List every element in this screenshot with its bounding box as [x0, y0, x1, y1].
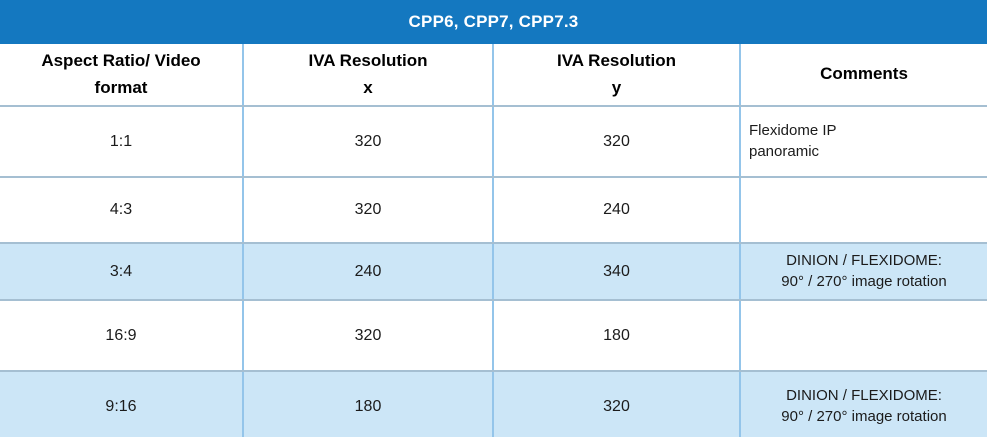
- comment-cell: [739, 300, 987, 372]
- column-header-comments: Comments: [739, 44, 987, 107]
- comment-cell: [739, 177, 987, 244]
- iva-y-cell: 340: [492, 243, 740, 301]
- iva-x-cell: 320: [242, 177, 493, 244]
- comment-cell: DINION / FLEXIDOME: 90° / 270° image rot…: [739, 371, 987, 437]
- aspect-ratio-cell: 4:3: [0, 177, 243, 244]
- table-row: 4:3 320 240: [0, 177, 987, 244]
- column-header-aspect-ratio: Aspect Ratio/ Video format: [0, 44, 243, 107]
- header-row: Aspect Ratio/ Video format IVA Resolutio…: [0, 44, 987, 107]
- comment-cell: DINION / FLEXIDOME: 90° / 270° image rot…: [739, 243, 987, 301]
- iva-y-cell: 320: [492, 106, 740, 178]
- aspect-ratio-cell: 9:16: [0, 371, 243, 437]
- table-row: 3:4 240 340 DINION / FLEXIDOME: 90° / 27…: [0, 243, 987, 301]
- iva-x-cell: 180: [242, 371, 493, 437]
- table-row: 16:9 320 180: [0, 300, 987, 372]
- table-row: 9:16 180 320 DINION / FLEXIDOME: 90° / 2…: [0, 371, 987, 437]
- table-row: 1:1 320 320 Flexidome IP panoramic: [0, 106, 987, 178]
- aspect-ratio-cell: 1:1: [0, 106, 243, 178]
- iva-y-cell: 180: [492, 300, 740, 372]
- iva-resolution-table: Aspect Ratio/ Video format IVA Resolutio…: [0, 44, 987, 437]
- iva-x-cell: 320: [242, 106, 493, 178]
- aspect-ratio-cell: 16:9: [0, 300, 243, 372]
- iva-y-cell: 320: [492, 371, 740, 437]
- column-header-iva-resolution-x: IVA Resolution x: [242, 44, 493, 107]
- iva-x-cell: 320: [242, 300, 493, 372]
- comment-cell: Flexidome IP panoramic: [739, 106, 987, 178]
- iva-y-cell: 240: [492, 177, 740, 244]
- aspect-ratio-cell: 3:4: [0, 243, 243, 301]
- column-header-iva-resolution-y: IVA Resolution y: [492, 44, 740, 107]
- iva-x-cell: 240: [242, 243, 493, 301]
- table-title-bar: CPP6, CPP7, CPP7.3: [0, 0, 987, 44]
